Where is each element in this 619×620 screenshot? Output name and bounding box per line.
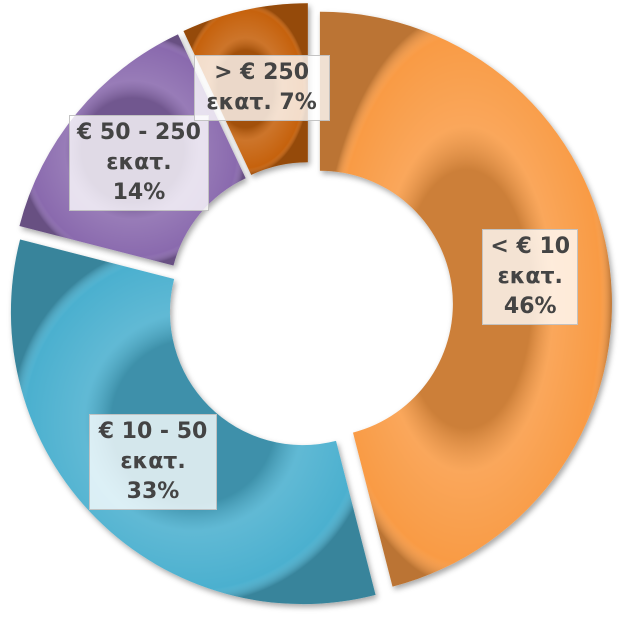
category-label: € 10 - 50 εκατ. (98, 418, 208, 474)
value-label: 33% (126, 478, 180, 504)
data-label: < € 10 εκατ. 46% (482, 229, 579, 326)
data-label: > € 250 εκατ. 7% (193, 55, 330, 122)
slice-shade (319, 11, 612, 587)
value-label: 14% (112, 180, 166, 206)
data-label: € 50 - 250 εκατ. 14% (68, 115, 209, 212)
value-label: 7% (279, 90, 317, 116)
category-label: < € 10 εκατ. (490, 234, 571, 290)
data-label: € 10 - 50 εκατ. 33% (89, 413, 218, 510)
category-label: > € 250 εκατ. (206, 60, 310, 116)
value-label: 46% (503, 294, 557, 320)
category-label: € 50 - 250 εκατ. (76, 120, 201, 176)
